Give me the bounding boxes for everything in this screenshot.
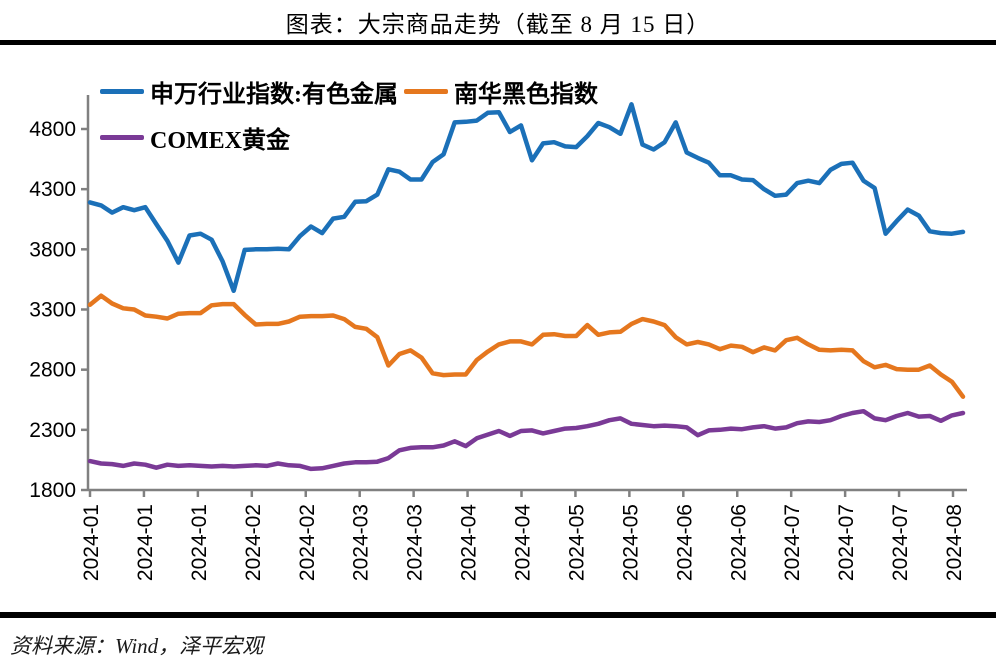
y-tick-label: 2800 <box>29 359 76 382</box>
legend-label-sw-nonferrous-index: 申万行业指数:有色金属 <box>150 81 398 108</box>
top-divider <box>0 40 996 45</box>
x-tick-label: 2024-04 <box>512 504 535 581</box>
x-tick-label: 2024-08 <box>943 504 966 581</box>
y-tick-label: 4800 <box>29 118 76 141</box>
legend-swatch-purple-line <box>100 134 144 140</box>
y-tick-label: 2300 <box>29 419 76 442</box>
legend-swatch-blue-line <box>100 88 144 94</box>
x-tick-label: 2024-06 <box>673 504 696 581</box>
legend-swatch-orange-line <box>404 88 448 94</box>
x-tick-label: 2024-04 <box>458 504 481 581</box>
legend-label-comex-gold: COMEX黄金 <box>150 127 290 154</box>
bottom-divider <box>0 612 996 618</box>
y-tick-label: 3300 <box>29 299 76 322</box>
x-tick-label: 2024-03 <box>350 504 373 581</box>
x-tick-label: 2024-03 <box>404 504 427 581</box>
x-tick-label: 2024-07 <box>781 504 804 581</box>
plot-svg: 1800 2300 2800 3300 3800 4300 4800 2024-01 2024-… <box>29 95 967 581</box>
x-tick-label: 2024-02 <box>296 504 319 581</box>
chart-title: 图表：大宗商品走势（截至 8 月 15 日） <box>285 12 711 37</box>
legend-row-2: COMEX黄金 <box>100 114 604 160</box>
series-line-0 <box>87 102 966 294</box>
x-tick-label: 2024-05 <box>565 504 588 581</box>
x-tick-label: 2024-01 <box>80 504 103 581</box>
x-tick-label: 2024-01 <box>134 504 157 581</box>
legend-item-nanhua-black-index: 南华黑色指数 <box>404 74 598 109</box>
legend-row-1: 申万行业指数:有色金属 南华黑色指数 <box>100 68 604 114</box>
x-tick-label: 2024-05 <box>619 504 642 581</box>
source-note: 资料来源：Wind，泽平宏观 <box>10 634 264 658</box>
series-line-1 <box>87 293 966 399</box>
x-tick-label: 2024-07 <box>889 504 912 581</box>
x-tick-label: 2024-06 <box>727 504 750 581</box>
legend-label-nanhua-black-index: 南华黑色指数 <box>454 81 598 108</box>
legend-item-comex-gold: COMEX黄金 <box>100 120 290 155</box>
x-tick-label: 2024-02 <box>242 504 265 581</box>
y-tick-label: 4300 <box>29 178 76 201</box>
y-tick-label: 3800 <box>29 238 76 261</box>
y-tick-label: 1800 <box>29 479 76 502</box>
chart-area: 1800 2300 2800 3300 3800 4300 4800 2024-01 2024-… <box>0 45 996 612</box>
chart-legend: 申万行业指数:有色金属 南华黑色指数 COMEX黄金 <box>100 68 604 160</box>
legend-item-sw-nonferrous-index: 申万行业指数:有色金属 <box>100 74 398 109</box>
x-tick-label: 2024-01 <box>188 504 211 581</box>
x-tick-label: 2024-07 <box>835 504 858 581</box>
series-line-2 <box>87 408 966 472</box>
